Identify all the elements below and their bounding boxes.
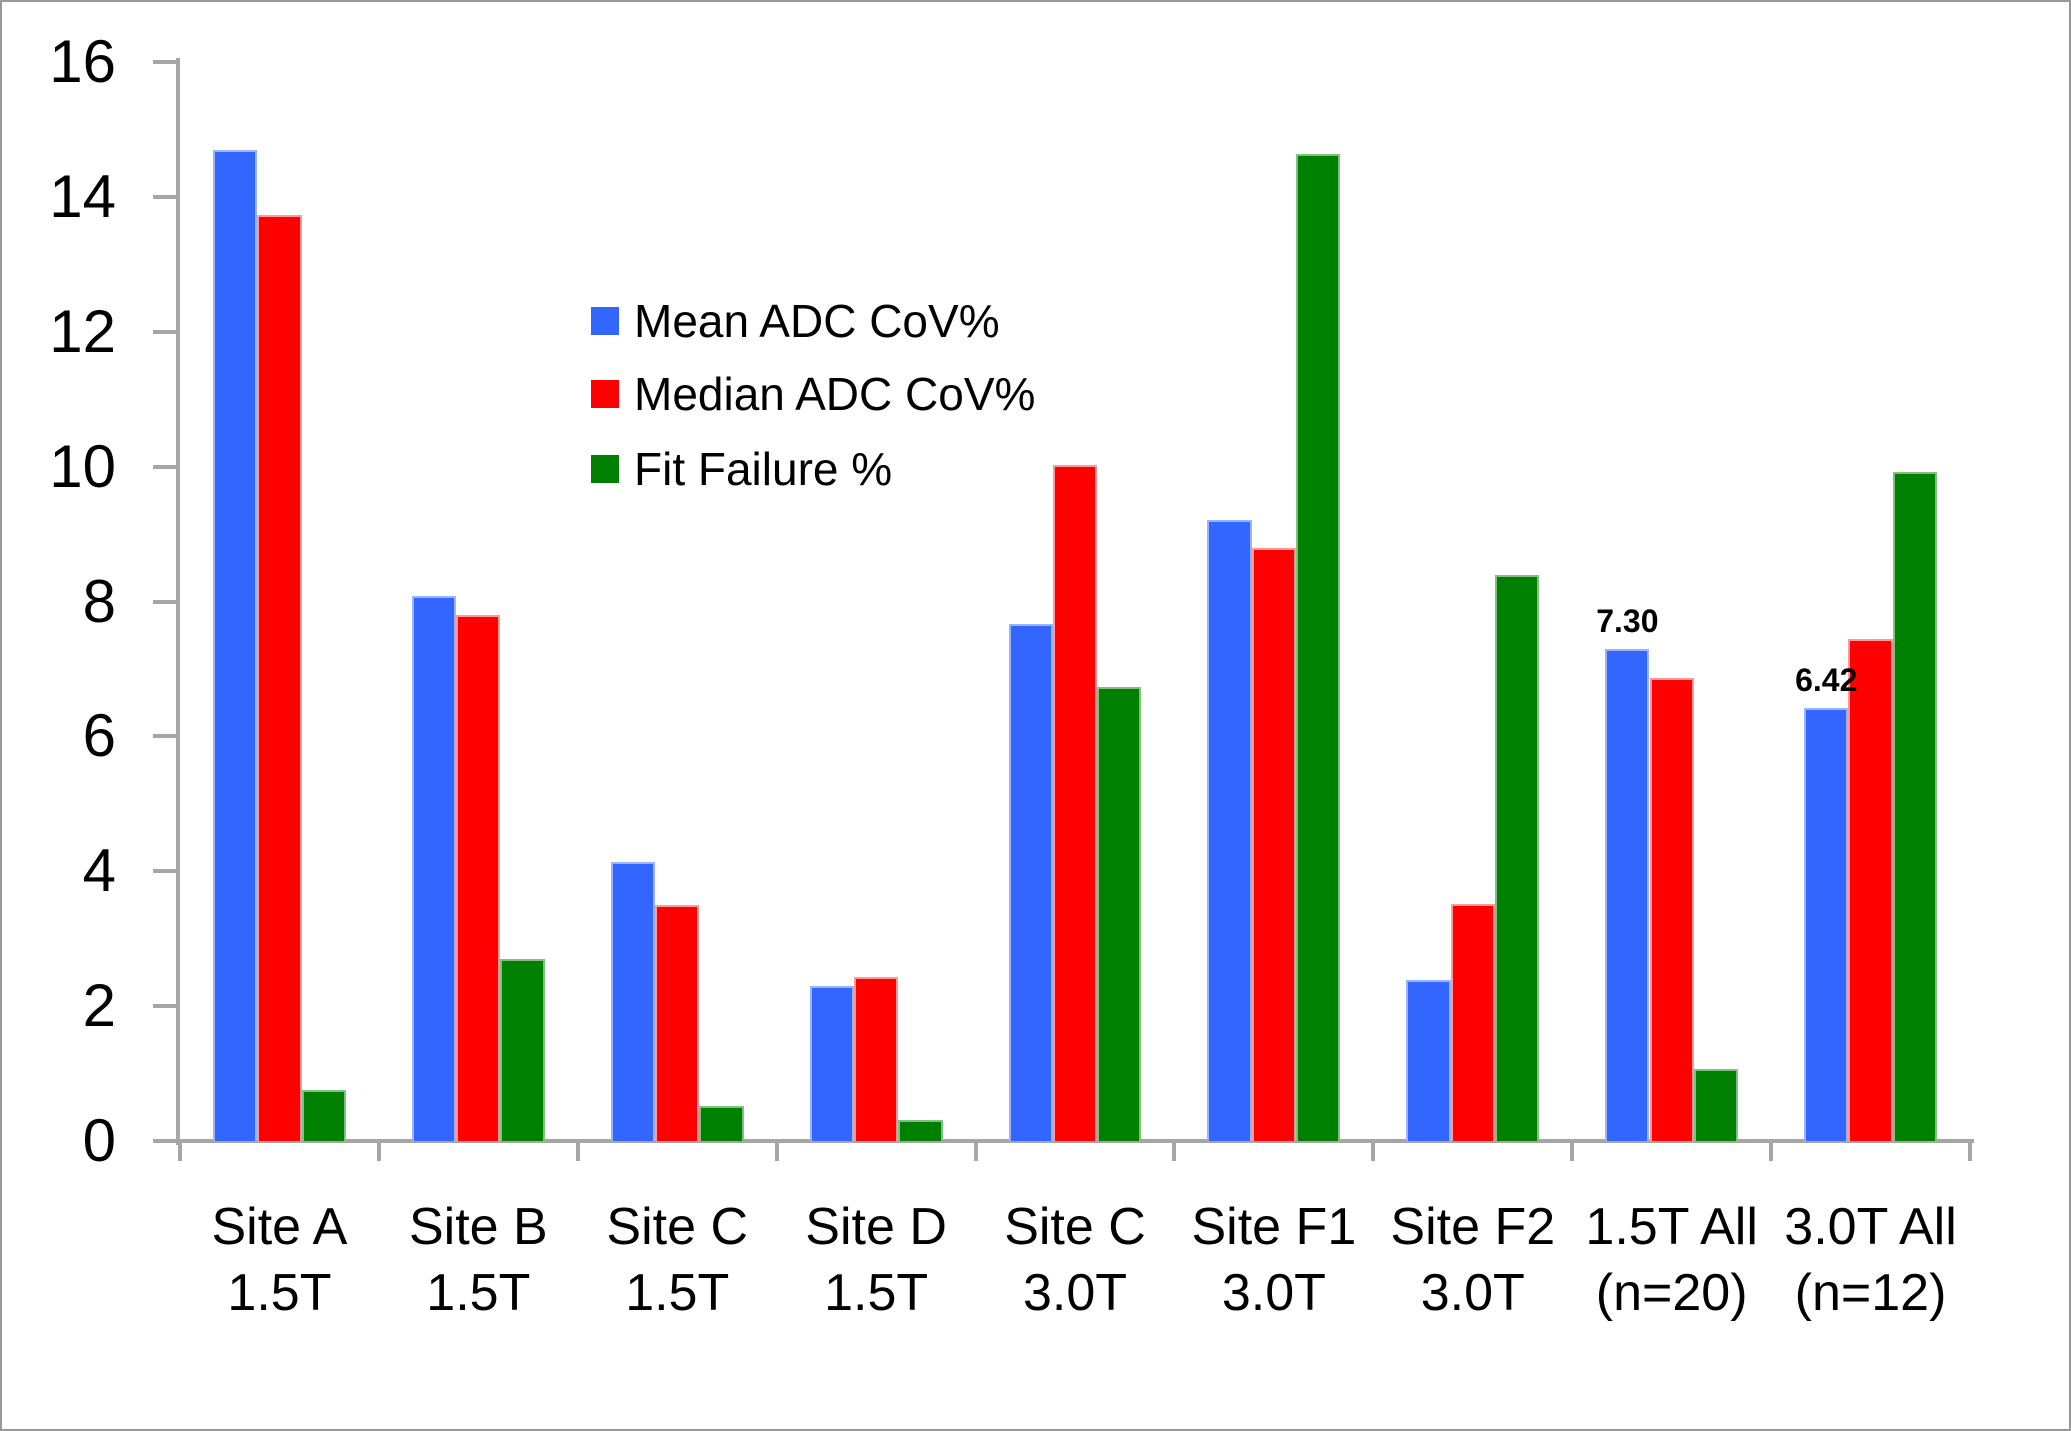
bar-series0-cat2 [610, 861, 656, 1141]
x-category-label-line2: (n=12) [1794, 1264, 1947, 1322]
legend-item-fit-failure: Fit Failure % [591, 443, 892, 495]
x-category-label-line1: Site B [408, 1198, 548, 1256]
bar-series0-cat3 [809, 985, 854, 1141]
x-category-label-line1: 3.0T All [1784, 1198, 1957, 1256]
y-tick-label: 8 [82, 567, 116, 635]
x-tick [973, 1141, 978, 1161]
x-category-label: Site D 1.5T [766, 1194, 986, 1326]
y-tick-label: 2 [82, 972, 116, 1040]
y-tick-label: 10 [49, 432, 116, 500]
x-category-label-line1: Site F1 [1191, 1198, 1357, 1256]
y-tick [153, 734, 176, 739]
x-category-label: Site F2 3.0T [1363, 1194, 1583, 1326]
y-tick [153, 194, 176, 199]
y-tick [153, 1004, 176, 1009]
bar-series2-cat6 [1494, 575, 1540, 1141]
x-category-label-line2: (n=20) [1595, 1264, 1748, 1322]
x-tick [1769, 1141, 1774, 1161]
bar-value-label: 7.30 [1596, 602, 1659, 639]
bar-series0-cat4 [1008, 623, 1053, 1141]
legend-swatch-median-adc [591, 380, 619, 408]
x-category-label-line2: 3.0T [1221, 1264, 1326, 1322]
x-category-label: 1.5T All (n=20) [1562, 1194, 1782, 1326]
legend-label-median-adc: Median ADC CoV% [634, 368, 1036, 420]
bar-series2-cat1 [500, 958, 545, 1141]
bar-series2-cat0 [301, 1089, 346, 1141]
bar-series2-cat2 [699, 1105, 744, 1141]
y-tick [153, 464, 176, 469]
x-category-label-line2: 3.0T [1022, 1264, 1128, 1322]
bar-series1-cat2 [655, 904, 700, 1141]
bar-series0-cat6 [1406, 979, 1451, 1141]
x-category-label-line1: Site A [211, 1198, 348, 1256]
legend-swatch-fit-failure [591, 455, 619, 483]
y-tick [153, 599, 176, 604]
y-tick [153, 60, 176, 64]
bar-series2-cat4 [1097, 687, 1142, 1141]
x-category-label: Site B 1.5T [368, 1194, 588, 1326]
x-category-label-line1: Site F2 [1390, 1198, 1556, 1256]
bar-series1-cat0 [257, 215, 302, 1141]
legend-item-mean-adc: Mean ADC CoV% [591, 295, 1000, 347]
bar-series1-cat8 [1848, 639, 1893, 1141]
x-category-label-line2: 1.5T [227, 1264, 332, 1322]
bar-series0-cat0 [212, 149, 258, 1141]
bar-series2-cat3 [898, 1120, 943, 1141]
legend-swatch-mean-adc [591, 307, 619, 335]
x-category-label-line1: Site C [1004, 1198, 1146, 1256]
legend-label-fit-failure: Fit Failure % [634, 443, 893, 495]
bar-series1-cat7 [1649, 677, 1694, 1141]
x-tick [1570, 1141, 1575, 1161]
x-tick [178, 1141, 182, 1161]
legend-item-median-adc: Median ADC CoV% [591, 368, 1035, 420]
x-tick [575, 1141, 580, 1161]
bar-series2-cat5 [1296, 153, 1341, 1141]
x-category-label-line1: Site C [606, 1198, 749, 1256]
bar-series1-cat5 [1251, 548, 1297, 1141]
x-category-label-line2: 1.5T [625, 1264, 730, 1322]
legend-label-mean-adc: Mean ADC CoV% [634, 295, 1000, 347]
bar-series1-cat4 [1052, 465, 1098, 1141]
y-tick [153, 869, 176, 874]
x-tick [376, 1141, 381, 1161]
y-tick-label: 6 [82, 702, 116, 770]
bar-series1-cat6 [1450, 904, 1495, 1141]
x-tick [1172, 1141, 1177, 1161]
bar-series1-cat3 [853, 977, 899, 1141]
y-tick [153, 1139, 176, 1143]
bar-series0-cat7 [1605, 648, 1650, 1141]
y-tick [153, 329, 176, 334]
x-category-label-line2: 1.5T [426, 1264, 531, 1322]
y-tick-label: 16 [49, 28, 116, 95]
x-axis-line [176, 1139, 1974, 1143]
bar-series2-cat7 [1693, 1068, 1739, 1141]
bar-series2-cat8 [1892, 472, 1937, 1141]
bar-series0-cat8 [1804, 708, 1849, 1141]
y-tick-label: 12 [49, 297, 116, 365]
x-category-label: Site C 3.0T [965, 1194, 1185, 1326]
x-category-label: 3.0T All (n=12) [1761, 1194, 1981, 1326]
x-category-label: Site C 1.5T [567, 1194, 787, 1326]
y-axis-line [176, 58, 180, 1145]
x-category-label-line1: 1.5T All [1585, 1198, 1758, 1256]
bar-series0-cat1 [411, 596, 457, 1141]
x-category-label-line2: 3.0T [1420, 1264, 1525, 1322]
x-tick [1968, 1141, 1972, 1161]
bar-value-label: 6.42 [1795, 662, 1858, 699]
y-tick-label: 14 [49, 162, 116, 230]
x-category-label: Site A 1.5T [169, 1194, 389, 1326]
y-tick-label: 0 [82, 1107, 116, 1174]
x-category-label: Site F1 3.0T [1164, 1194, 1384, 1326]
x-tick [1371, 1141, 1376, 1161]
y-tick-label: 4 [82, 837, 116, 905]
bar-series1-cat1 [456, 614, 501, 1141]
x-category-label-line1: Site D [805, 1198, 947, 1256]
bar-series0-cat5 [1207, 519, 1252, 1141]
x-tick [774, 1141, 779, 1161]
x-category-label-line2: 1.5T [824, 1264, 929, 1322]
